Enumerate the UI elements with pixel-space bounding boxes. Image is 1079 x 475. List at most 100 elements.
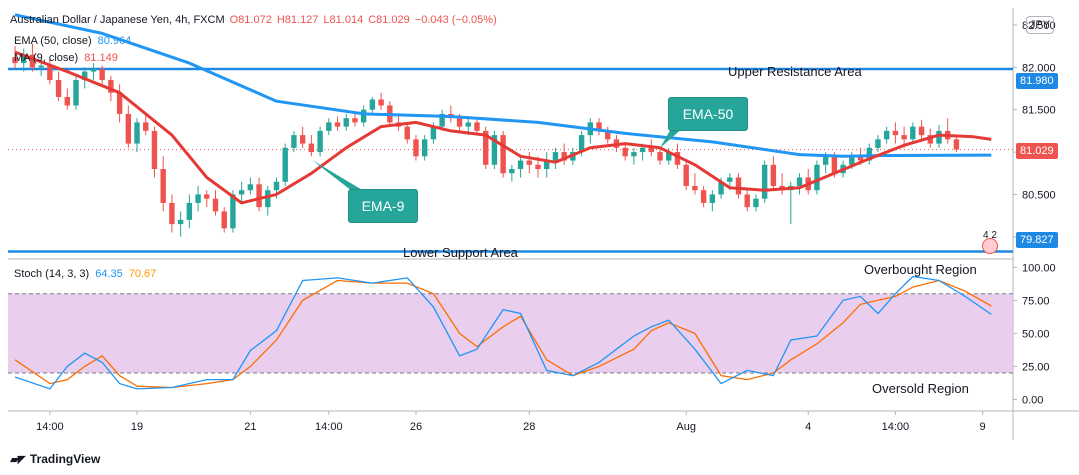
candle[interactable] [404, 122, 410, 144]
candle[interactable] [587, 118, 594, 144]
candle[interactable] [212, 190, 219, 216]
candle[interactable] [247, 177, 254, 195]
candle[interactable] [474, 118, 480, 136]
candle[interactable] [561, 143, 567, 165]
candle[interactable] [369, 96, 376, 114]
candle[interactable] [631, 147, 637, 165]
candle[interactable] [700, 185, 707, 208]
candle[interactable] [221, 207, 227, 233]
candle[interactable] [143, 113, 149, 136]
event-marker-icon[interactable] [982, 238, 998, 254]
candle[interactable] [421, 135, 428, 161]
candle[interactable] [814, 160, 820, 195]
candle[interactable] [299, 126, 306, 148]
candle[interactable] [160, 156, 166, 212]
candle[interactable] [360, 105, 367, 127]
candle[interactable] [352, 113, 358, 127]
candle[interactable] [692, 173, 698, 195]
candle[interactable] [47, 58, 53, 85]
candle[interactable] [875, 135, 881, 153]
stoch-tick-label: 25.00 [1022, 361, 1050, 373]
candle[interactable] [910, 122, 916, 144]
candle[interactable] [125, 105, 132, 148]
stoch-k-line[interactable] [14, 275, 992, 390]
close-value: C81.029 [368, 14, 410, 26]
candle[interactable] [779, 173, 785, 195]
candle[interactable] [770, 156, 777, 191]
candle[interactable] [134, 118, 140, 153]
candle[interactable] [953, 135, 960, 153]
candle[interactable] [343, 113, 349, 131]
candle[interactable] [683, 160, 689, 191]
candle[interactable] [378, 92, 384, 110]
ma9-line[interactable] [14, 50, 992, 205]
stoch-legend[interactable]: Stoch (14, 3, 3) 64.35 70.67 [14, 268, 162, 280]
currency-button[interactable]: JPY [1026, 16, 1054, 34]
candle[interactable] [735, 173, 742, 199]
candle-body [169, 202, 175, 225]
candle[interactable] [892, 122, 899, 144]
candle[interactable] [21, 48, 27, 72]
candle[interactable] [552, 147, 559, 170]
open-value: O81.072 [229, 14, 272, 26]
candle[interactable] [544, 152, 550, 178]
candle[interactable] [657, 147, 663, 165]
candle[interactable] [744, 190, 750, 212]
candle[interactable] [195, 185, 201, 212]
candle[interactable] [509, 164, 515, 182]
high-value: H81.127 [276, 14, 319, 26]
candle[interactable] [596, 118, 602, 136]
candle-body [831, 156, 838, 174]
ema50-line[interactable] [14, 13, 992, 158]
candle[interactable] [796, 173, 803, 195]
candle[interactable] [99, 65, 105, 85]
candle[interactable] [944, 118, 951, 144]
candle[interactable] [238, 181, 245, 203]
candle[interactable] [448, 105, 454, 123]
candle-body [700, 190, 707, 203]
ma-legend[interactable]: MA (9, close) 81.149 [14, 52, 124, 64]
candle[interactable] [204, 190, 210, 208]
candle[interactable] [866, 143, 872, 165]
candle[interactable] [317, 126, 323, 157]
candle[interactable] [753, 194, 759, 212]
candle-body [674, 152, 681, 165]
candle[interactable] [186, 194, 193, 229]
candle[interactable] [605, 126, 611, 144]
candle[interactable] [709, 190, 716, 212]
candle[interactable] [12, 46, 18, 70]
candle[interactable] [517, 156, 524, 178]
candle[interactable] [177, 211, 184, 237]
candle[interactable] [73, 75, 79, 110]
candle[interactable] [483, 126, 489, 170]
candle[interactable] [918, 119, 925, 140]
candle[interactable] [116, 84, 123, 123]
candle[interactable] [622, 143, 628, 161]
candle[interactable] [413, 135, 419, 161]
candle[interactable] [491, 130, 498, 170]
candle[interactable] [90, 63, 97, 81]
candle[interactable] [282, 143, 288, 186]
candle[interactable] [334, 116, 341, 131]
candle[interactable] [151, 126, 158, 178]
candle[interactable] [526, 152, 532, 174]
candle[interactable] [256, 177, 262, 212]
stoch-d-line[interactable] [14, 279, 992, 389]
candle[interactable] [883, 126, 890, 144]
candle-body [299, 135, 306, 144]
candle[interactable] [500, 130, 506, 178]
candle[interactable] [169, 194, 175, 233]
event-marker-count[interactable]: 4 2 [983, 230, 997, 241]
candle[interactable] [265, 185, 271, 216]
overbought-label: Overbought Region [864, 262, 977, 277]
candle[interactable] [308, 135, 315, 157]
candle[interactable] [64, 88, 71, 110]
candle[interactable] [291, 130, 297, 153]
tradingview-logo[interactable]: ▰◤ TradingView [10, 452, 100, 466]
candle[interactable] [761, 160, 768, 203]
candle-body [892, 130, 899, 136]
candle[interactable] [55, 71, 62, 102]
ema-legend[interactable]: EMA (50, close) 80.964 [14, 35, 137, 47]
candle[interactable] [326, 118, 332, 136]
